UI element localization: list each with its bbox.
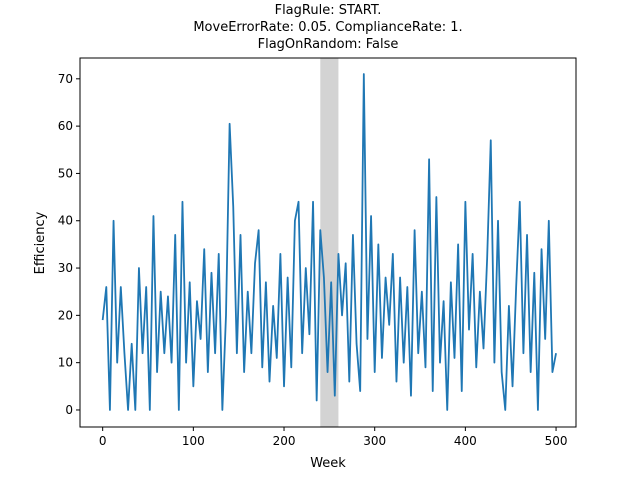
shaded-region <box>320 58 339 427</box>
x-tick-label: 200 <box>273 434 296 448</box>
x-tick-label: 300 <box>363 434 386 448</box>
x-tick-label: 500 <box>545 434 568 448</box>
y-tick-label: 40 <box>58 214 73 228</box>
x-axis-label: Week <box>310 456 346 471</box>
y-axis-label: Efficiency <box>33 211 48 274</box>
y-tick-label: 70 <box>58 72 73 86</box>
y-tick-label: 10 <box>58 356 73 370</box>
y-tick-label: 30 <box>58 261 73 275</box>
chart-title: FlagOnRandom: False <box>258 37 399 52</box>
x-tick-label: 0 <box>99 434 107 448</box>
x-tick-label: 400 <box>454 434 477 448</box>
chart-title: FlagRule: START. <box>275 3 382 18</box>
y-tick-label: 50 <box>58 166 73 180</box>
y-tick-label: 0 <box>65 403 73 417</box>
x-tick-label: 100 <box>182 434 205 448</box>
y-tick-label: 20 <box>58 308 73 322</box>
plot-frame <box>79 57 577 428</box>
y-tick-label: 60 <box>58 119 73 133</box>
line <box>101 73 557 411</box>
chart-title: MoveErrorRate: 0.05. ComplianceRate: 1. <box>193 20 462 35</box>
